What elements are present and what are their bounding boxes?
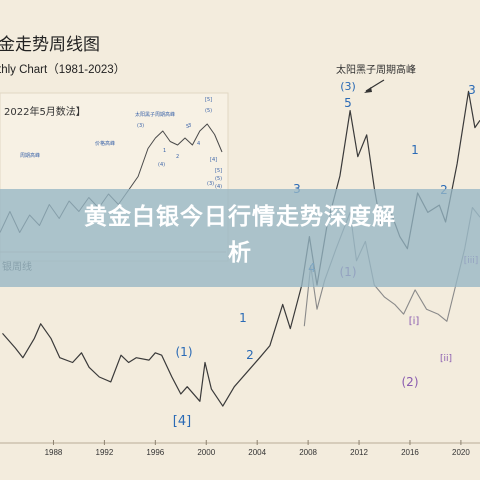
x-tick-label: 1992 bbox=[96, 448, 114, 457]
inset-label: 4 bbox=[197, 141, 200, 147]
inset-label: (3) bbox=[137, 123, 144, 129]
x-tick-label: 2008 bbox=[299, 448, 317, 457]
x-tick-label: 2012 bbox=[350, 448, 368, 457]
annotation-label: (1) bbox=[176, 345, 193, 359]
annotation-label: [i] bbox=[409, 316, 420, 327]
annotation-label: 1 bbox=[239, 311, 247, 325]
inset-label: (5) bbox=[215, 176, 222, 182]
inset-label: [5] bbox=[215, 168, 222, 174]
title-banner bbox=[0, 189, 480, 287]
inset-label: 2 bbox=[176, 154, 179, 160]
chart-subtitle: thly Chart（1981-2023） bbox=[0, 63, 125, 76]
inset-label: 价格高峰 bbox=[95, 140, 115, 147]
inset-label: (4) bbox=[215, 184, 222, 190]
banner-title-line1: 黄金白银今日行情走势深度解 bbox=[84, 204, 396, 230]
inset-label: 1 bbox=[163, 148, 166, 154]
annotation-label: 2022年5月数法】 bbox=[4, 105, 86, 118]
annotation-label: (3) bbox=[340, 80, 356, 93]
annotation-label: 2 bbox=[246, 348, 254, 362]
annotation-label: 3 bbox=[468, 83, 476, 97]
annotation-label: [4] bbox=[173, 414, 191, 429]
x-tick-label: 2000 bbox=[197, 448, 215, 457]
inset-label: 太阳黑子周期高峰 bbox=[135, 111, 175, 118]
x-tick-label: 2016 bbox=[401, 448, 419, 457]
annotation-label: 5 bbox=[344, 96, 352, 110]
banner-title: 黄金白银今日行情走势深度解 析 bbox=[20, 199, 460, 271]
inset-label: [4] bbox=[210, 157, 217, 163]
x-tick-label: 1996 bbox=[146, 448, 164, 457]
inset-label: 3 bbox=[188, 123, 191, 129]
x-tick-label: 2004 bbox=[248, 448, 266, 457]
chart-title: 金走势周线图 bbox=[0, 35, 100, 55]
annotation-label: (2) bbox=[402, 375, 419, 389]
inset-label: 5 bbox=[186, 124, 189, 130]
inset-label: (5) bbox=[205, 108, 212, 114]
annotation-label: [ii] bbox=[440, 354, 452, 364]
inset-label: (3) bbox=[207, 181, 214, 187]
banner-title-line2: 析 bbox=[228, 240, 252, 266]
inset-label: (4) bbox=[158, 162, 165, 168]
annotation-arrow-head bbox=[364, 87, 372, 93]
inset-label: 周期高峰 bbox=[20, 152, 40, 159]
annotation-label: 1 bbox=[411, 143, 419, 157]
x-tick-label: 1988 bbox=[45, 448, 63, 457]
x-tick-label: 2020 bbox=[452, 448, 470, 457]
annotation-label: 太阳黑子周期高峰 bbox=[336, 63, 416, 76]
inset-label: [5] bbox=[205, 97, 212, 103]
